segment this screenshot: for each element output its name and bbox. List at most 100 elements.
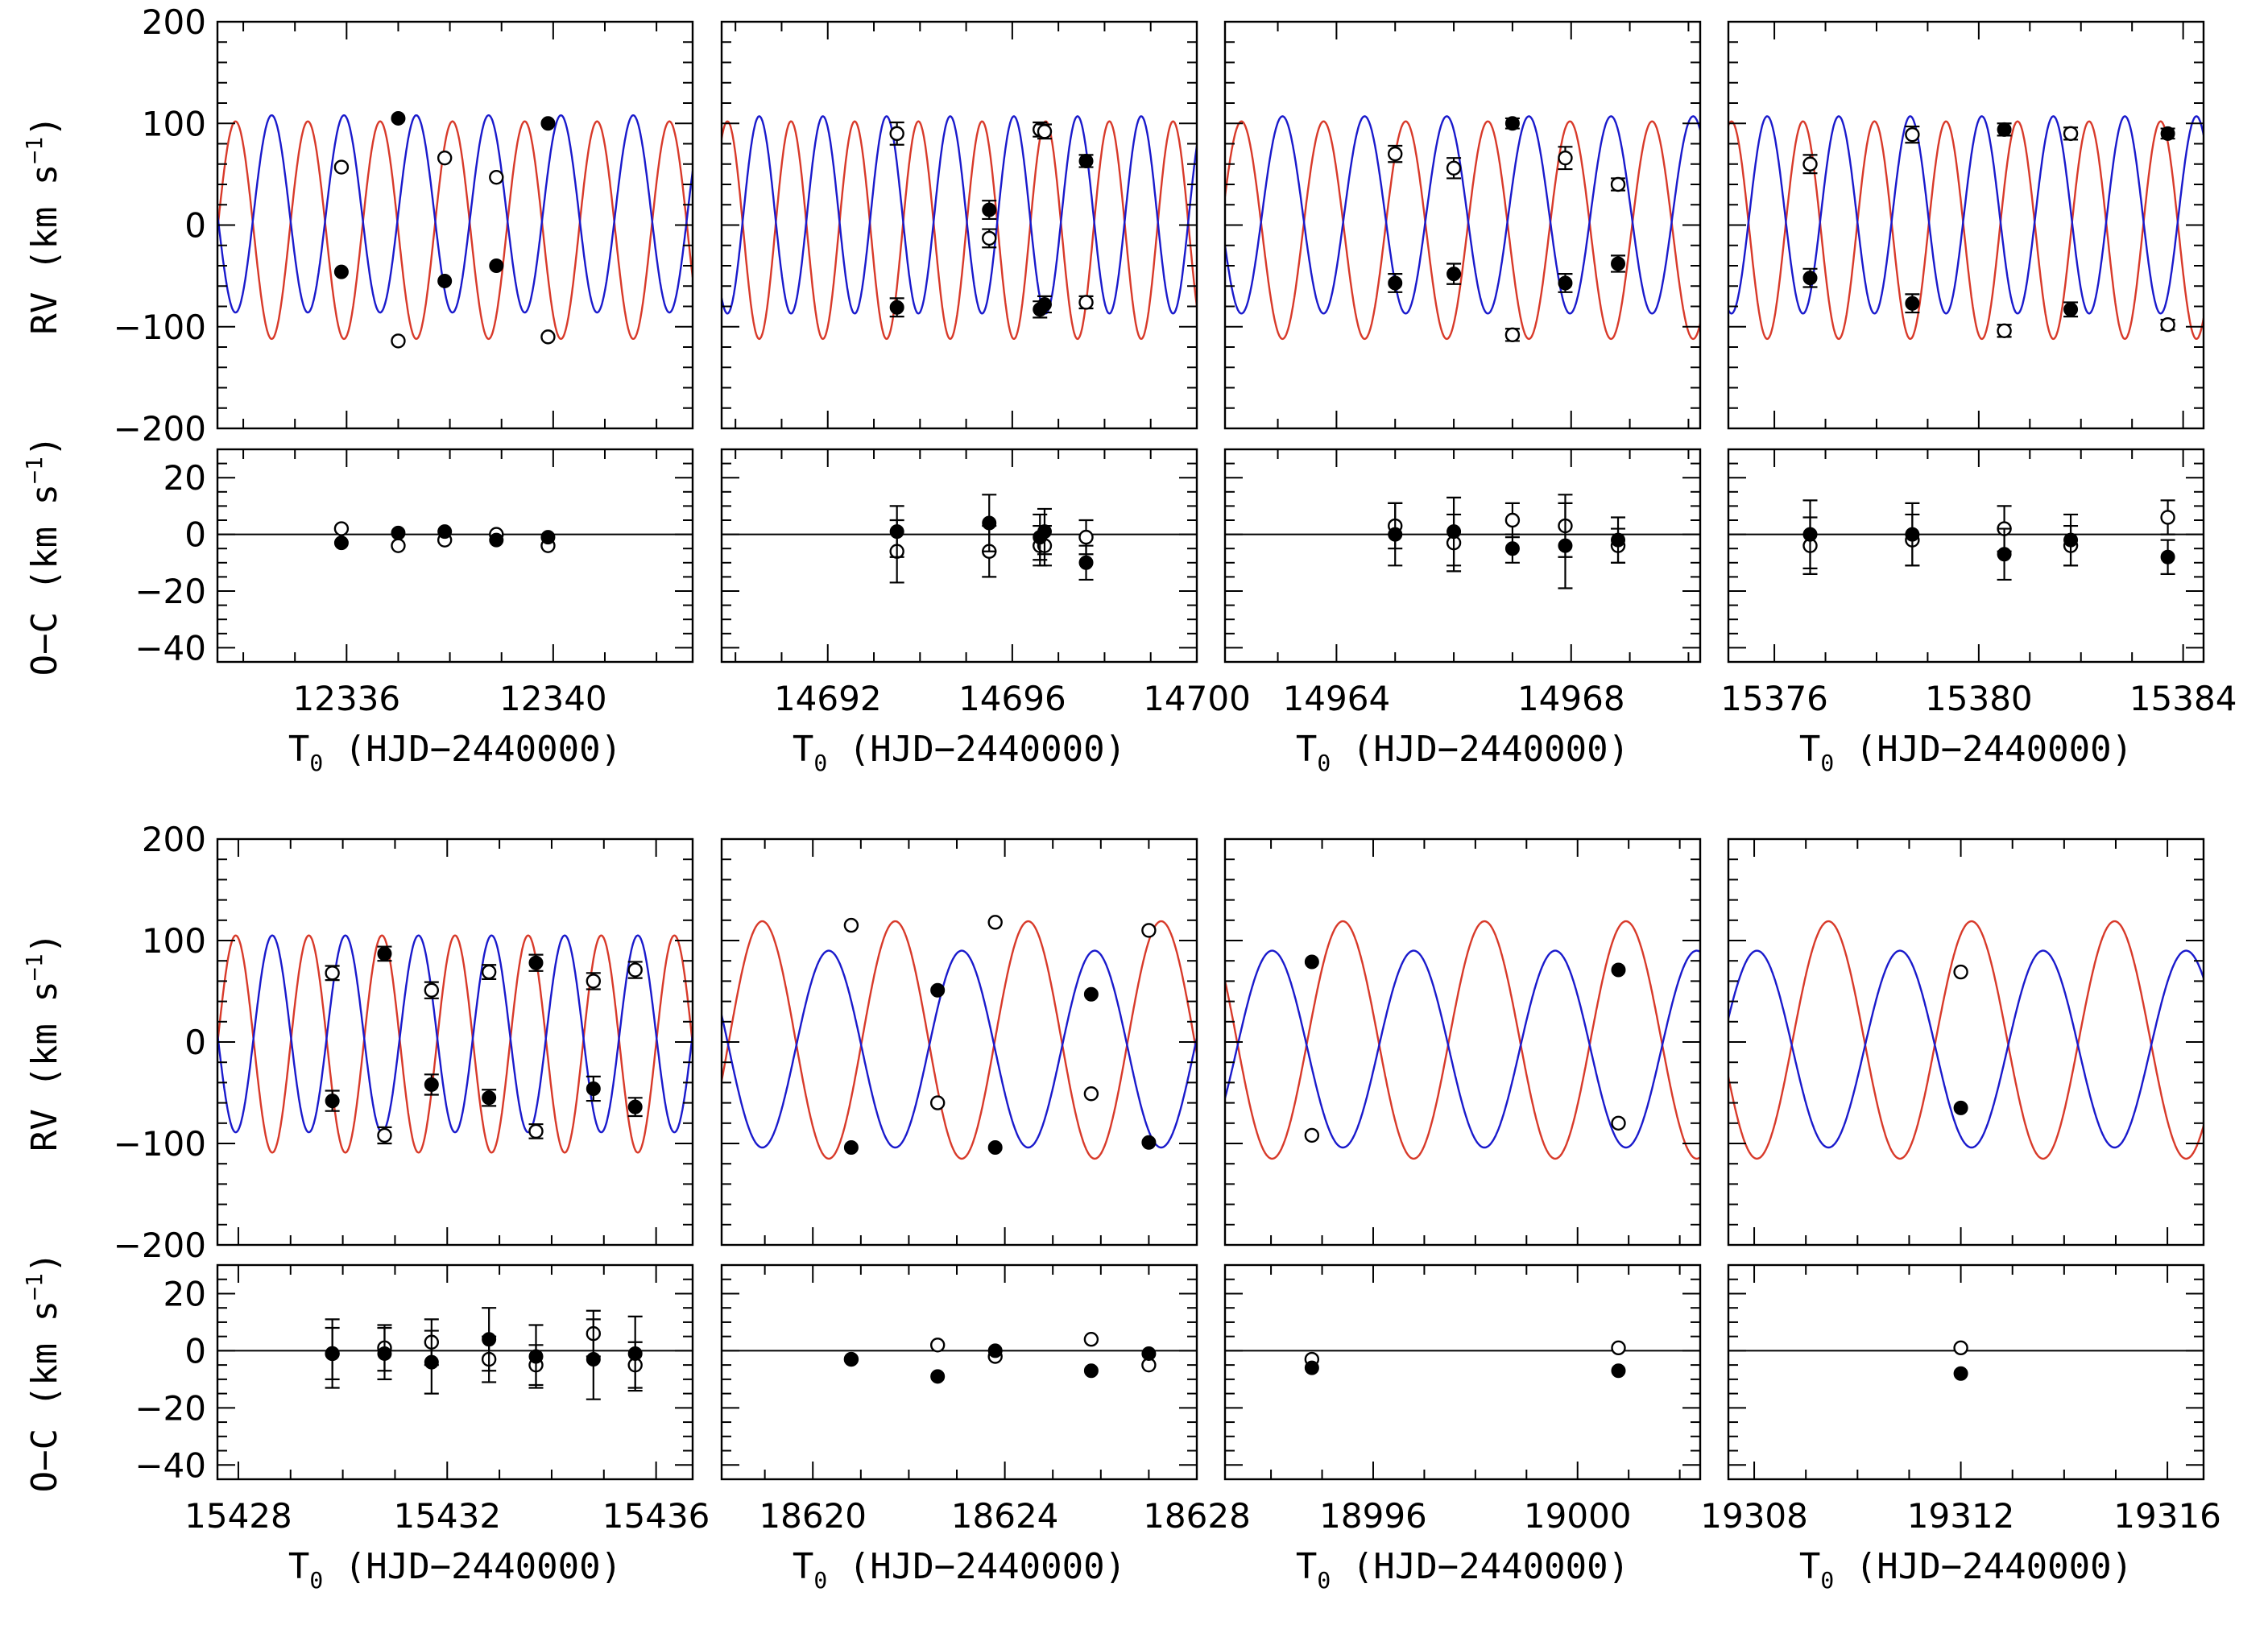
secondary-rv-point: [481, 964, 497, 980]
oc-frame: [1727, 448, 2205, 664]
x-tick-label: 14968: [1517, 679, 1625, 718]
primary-oc-point: [2160, 549, 2175, 564]
panel-3: 14964 14968 T0 (HJD−2440000): [1223, 20, 1702, 776]
x-axis-label: T0 (HJD−2440000): [793, 729, 1126, 776]
secondary-oc-point: [1078, 529, 1094, 545]
primary-oc-point: [2063, 532, 2079, 548]
secondary-rv-point: [1905, 126, 1920, 143]
primary-oc-point: [1997, 547, 2012, 562]
primary-oc-point: [528, 1349, 544, 1364]
x-tick-label: 14964: [1283, 679, 1391, 718]
primary-rv-point: [1078, 153, 1094, 168]
primary-rv-point: [889, 300, 904, 315]
rv-y-tick-label: 200: [142, 820, 206, 859]
secondary-model-curve: [1728, 120, 2204, 341]
primary-oc-point: [325, 1346, 340, 1361]
secondary-oc-point: [391, 538, 406, 553]
x-axis-label: T0 (HJD−2440000): [1296, 729, 1629, 776]
secondary-rv-point: [391, 333, 406, 349]
secondary-rv-point: [437, 150, 453, 166]
x-tick-label: 15432: [393, 1496, 501, 1536]
secondary-rv-point: [424, 982, 440, 998]
panel-7: 18996 19000 T0 (HJD−2440000): [1223, 837, 1702, 1594]
primary-model-curve: [1225, 115, 1700, 315]
primary-oc-point: [1905, 527, 1920, 542]
secondary-rv-point: [1037, 124, 1053, 139]
secondary-model-curve: [217, 934, 693, 1154]
primary-rv-point: [1611, 962, 1626, 978]
primary-rv-point: [1504, 116, 1520, 131]
primary-rv-point: [325, 1094, 340, 1109]
secondary-rv-point: [889, 126, 904, 142]
panel-2: 14692 14696 14700 T0 (HJD−2440000): [720, 20, 1251, 776]
x-axis-label: T0 (HJD−2440000): [1799, 1546, 2133, 1594]
primary-rv-point: [930, 982, 946, 998]
primary-oc-point: [1037, 524, 1052, 540]
secondary-rv-point: [586, 974, 602, 989]
primary-oc-point: [1802, 527, 1818, 542]
primary-oc-point: [627, 1346, 643, 1361]
oc-frame: [1727, 1263, 2205, 1481]
x-axis-label: T0 (HJD−2440000): [288, 1546, 622, 1594]
secondary-rv-point: [1388, 146, 1403, 162]
x-axis-label: T0 (HJD−2440000): [1296, 1546, 1629, 1594]
oc-frame: [216, 1263, 694, 1481]
primary-rv-point: [528, 955, 544, 970]
primary-model-curve: [1225, 949, 1700, 1149]
primary-oc-point: [1446, 524, 1462, 540]
primary-oc-point: [482, 1332, 497, 1347]
primary-rv-point: [377, 946, 392, 961]
secondary-rv-point: [1611, 1115, 1626, 1131]
secondary-rv-point: [377, 1127, 392, 1143]
primary-rv-point: [1083, 986, 1099, 1002]
x-tick-label: 12340: [499, 679, 607, 718]
oc-y-tick-label: 0: [184, 1331, 206, 1371]
oc-y-axis-label: O−C (km s−1): [21, 436, 65, 676]
secondary-rv-point: [1953, 964, 1968, 980]
secondary-rv-point: [325, 965, 340, 981]
secondary-oc-point: [1083, 1332, 1099, 1347]
primary-rv-point: [1953, 1100, 1968, 1115]
primary-model-curve: [722, 115, 1197, 315]
primary-oc-point: [1304, 1360, 1319, 1375]
oc-y-tick-label: 20: [163, 1274, 206, 1313]
primary-model-curve: [722, 949, 1197, 1149]
secondary-oc-point: [929, 1338, 946, 1353]
oc-y-tick-label: −20: [135, 572, 206, 611]
rv-y-tick-label: −200: [114, 1226, 206, 1265]
panel-6: 18620 18624 18628 T0 (HJD−2440000): [720, 837, 1251, 1594]
primary-rv-point: [1997, 122, 2012, 137]
primary-rv-point: [1141, 1135, 1157, 1150]
x-tick-label: 15380: [1925, 679, 2033, 718]
secondary-model-curve: [1728, 920, 2204, 1160]
primary-rv-point: [333, 264, 349, 279]
rv-y-tick-label: −100: [114, 1124, 206, 1164]
primary-oc-point: [987, 1343, 1003, 1358]
primary-oc-point: [540, 530, 556, 545]
primary-rv-point: [843, 1140, 859, 1156]
oc-frame: [720, 1263, 1198, 1481]
x-axis-label: T0 (HJD−2440000): [1799, 729, 2133, 776]
primary-rv-point: [1802, 271, 1818, 286]
rv-y-tick-label: 100: [142, 921, 206, 961]
primary-rv-point: [1037, 296, 1052, 312]
primary-rv-point: [1558, 275, 1573, 291]
secondary-rv-point: [1558, 150, 1573, 166]
x-tick-label: 19000: [1524, 1496, 1632, 1536]
primary-rv-point: [1905, 296, 1920, 311]
secondary-model-curve: [217, 120, 693, 341]
x-tick-label: 12336: [293, 679, 401, 718]
secondary-oc-point: [1953, 1340, 1968, 1356]
secondary-rv-point: [843, 917, 859, 933]
rv-y-axis-label: RV (km s−1): [21, 932, 65, 1152]
secondary-model-curve: [722, 120, 1197, 341]
oc-frame: [1223, 1263, 1702, 1481]
secondary-model-curve: [1225, 120, 1700, 341]
secondary-rv-point: [929, 1095, 946, 1110]
primary-rv-point: [1446, 267, 1462, 282]
primary-rv-point: [1304, 954, 1319, 970]
primary-oc-point: [333, 535, 349, 551]
oc-frame: [720, 448, 1198, 664]
